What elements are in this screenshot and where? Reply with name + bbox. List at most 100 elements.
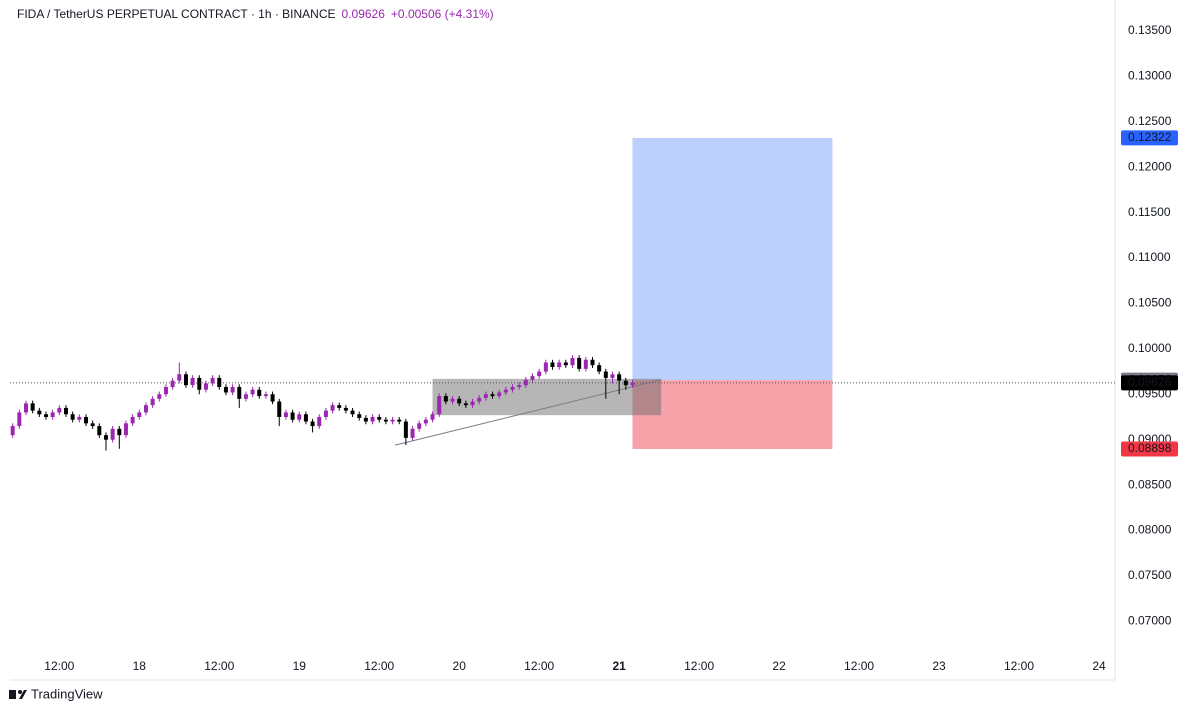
x-tick-label: 18 <box>133 659 147 673</box>
candle-body <box>403 421 408 438</box>
chart-header: FIDA / TetherUS PERPETUAL CONTRACT · 1h … <box>17 7 494 21</box>
candle-body <box>383 419 388 422</box>
x-tick-label: 23 <box>932 659 946 673</box>
candle-body <box>350 410 355 415</box>
candle-body <box>263 394 268 397</box>
candle-body <box>77 416 82 420</box>
candle-body <box>150 398 155 406</box>
y-tick-label: 0.13500 <box>1128 23 1172 37</box>
x-tick-label: 19 <box>293 659 307 673</box>
candle-body <box>323 410 328 417</box>
x-tick-label: 12:00 <box>524 659 554 673</box>
drawings <box>10 137 1115 449</box>
candle-body <box>10 426 15 436</box>
candle-body <box>177 374 182 381</box>
candle-body <box>250 389 255 395</box>
x-tick-label: 12:00 <box>1004 659 1034 673</box>
last-price-label: 0.09626 <box>1128 375 1172 389</box>
candle-body <box>63 407 68 415</box>
candle-body <box>570 357 575 366</box>
candle-body <box>430 414 435 420</box>
stop-label-bg <box>1121 441 1178 457</box>
candle-body <box>557 362 562 368</box>
x-tick-label: 12:00 <box>684 659 714 673</box>
candle-body <box>303 414 308 422</box>
x-tick-label: 20 <box>453 659 467 673</box>
x-tick-label: 12:00 <box>204 659 234 673</box>
candle-body <box>163 387 168 395</box>
candle-body <box>503 389 508 393</box>
candle-body <box>137 412 142 417</box>
last-price: 0.09626 <box>342 7 386 21</box>
candle-body <box>483 394 488 398</box>
candle-body <box>397 419 402 422</box>
candle-body <box>597 365 602 372</box>
trend-line <box>395 379 662 446</box>
candle-body <box>517 385 522 388</box>
candle-body <box>630 382 635 386</box>
candle-body <box>50 412 55 417</box>
range-box <box>432 378 662 416</box>
x-tick-label: 22 <box>772 659 786 673</box>
candle-body <box>117 428 122 436</box>
logo: TradingView <box>9 686 103 701</box>
candle-body <box>590 359 595 366</box>
candle-body <box>470 401 475 406</box>
candle-body <box>583 359 588 369</box>
candle-body <box>157 394 162 399</box>
logo-mark <box>9 690 16 699</box>
loss-zone <box>632 380 833 449</box>
candle-body <box>490 394 495 397</box>
candle-body <box>97 426 102 436</box>
y-tick-label: 0.07500 <box>1128 568 1172 582</box>
candle-body <box>317 416 322 427</box>
candle-body <box>497 392 502 397</box>
x-tick-label: 24 <box>1092 659 1106 673</box>
candle-body <box>437 396 442 415</box>
candle-body <box>577 357 582 369</box>
candle-body <box>90 423 95 427</box>
y-tick-label: 0.12500 <box>1128 114 1172 128</box>
candle-body <box>623 380 628 386</box>
candle-body <box>457 398 462 404</box>
candle-body <box>363 417 368 422</box>
candle-body <box>210 377 215 384</box>
y-tick-label: 0.11500 <box>1128 205 1171 219</box>
candle-body <box>190 377 195 386</box>
candle-body <box>310 421 315 427</box>
target-label: 0.12322 <box>1128 130 1172 144</box>
candle-body <box>23 403 28 413</box>
y-tick-label: 0.10000 <box>1128 341 1172 355</box>
candle-body <box>103 435 108 440</box>
candle-body <box>417 423 422 429</box>
x-tick-label: 12:00 <box>364 659 394 673</box>
candle-body <box>443 396 448 402</box>
candle-body <box>183 374 188 386</box>
candle-body <box>510 387 515 390</box>
candle-body <box>423 419 428 424</box>
symbol-title: FIDA / TetherUS PERPETUAL CONTRACT · 1h … <box>17 7 336 21</box>
candle-body <box>550 362 555 368</box>
candle-body <box>290 412 295 420</box>
candle-body <box>30 403 35 411</box>
candle-body <box>297 414 302 420</box>
candle-body <box>390 419 395 422</box>
candle-body <box>450 398 455 402</box>
candle-body <box>17 412 22 427</box>
candle-body <box>330 405 335 411</box>
y-tick-label: 0.08000 <box>1128 523 1172 537</box>
candle-body <box>357 414 362 418</box>
candle-body <box>270 394 275 402</box>
candle-body <box>70 414 75 420</box>
candle-body <box>563 362 568 366</box>
candle-body <box>463 403 468 406</box>
candle-body <box>530 376 535 380</box>
candle-body <box>257 389 262 397</box>
candle-body <box>143 405 148 413</box>
candle-body <box>283 412 288 417</box>
candle-body <box>37 410 42 415</box>
y-tick-label: 0.10500 <box>1128 296 1172 310</box>
last-price-label-bg <box>1121 375 1178 391</box>
candle-body <box>123 423 128 436</box>
